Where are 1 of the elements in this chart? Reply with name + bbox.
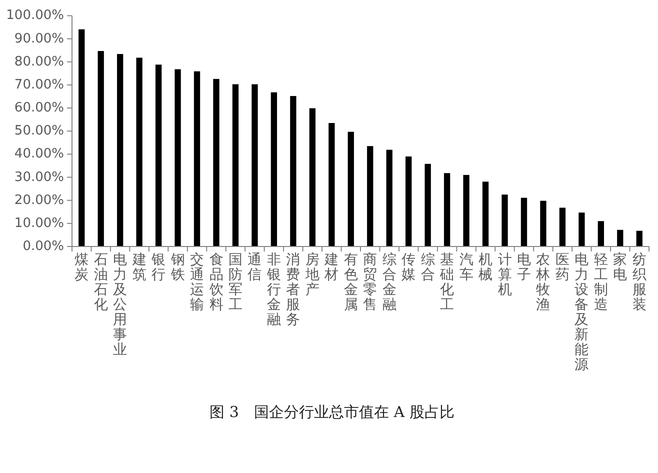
title: 图 3 国企分行业总市值在 A 股占比 [210, 403, 454, 421]
